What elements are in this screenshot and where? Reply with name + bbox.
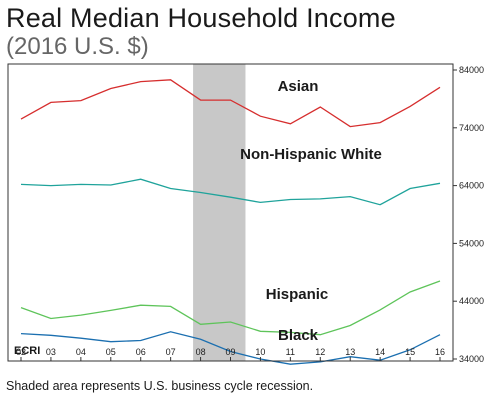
y-tick-label: 84000 <box>459 65 484 75</box>
series-line-hispanic <box>20 280 441 336</box>
chart-subtitle: (2016 U.S. $) <box>6 33 149 60</box>
y-tick-label: 74000 <box>459 123 484 133</box>
x-tick-label: 11 <box>286 347 295 357</box>
recession-shading <box>193 64 246 361</box>
y-tick-label: 44000 <box>459 296 484 306</box>
series-label-asian: Asian <box>278 78 319 95</box>
x-tick-label: 09 <box>225 347 235 357</box>
x-tick-label: 14 <box>375 347 385 357</box>
x-tick-label: 16 <box>435 347 445 357</box>
series-line-non-hispanic-white <box>20 178 441 206</box>
y-tick-label: 34000 <box>459 354 484 364</box>
x-tick-label: 03 <box>46 347 56 357</box>
x-tick-label: 07 <box>166 347 176 357</box>
x-tick-label: 04 <box>76 347 86 357</box>
x-tick-label: 15 <box>405 347 415 357</box>
y-tick-label: 64000 <box>459 181 484 191</box>
chart-footnote: Shaded area represents U.S. business cyc… <box>6 379 314 393</box>
x-tick-label: 05 <box>106 347 116 357</box>
x-tick-label: 12 <box>315 347 325 357</box>
x-tick-label: 02 <box>16 347 26 357</box>
chart-title: Real Median Household Income <box>6 3 396 33</box>
y-tick-label: 54000 <box>459 238 484 248</box>
x-tick-label: 06 <box>136 347 146 357</box>
series-label-non-hispanic-white: Non-Hispanic White <box>240 146 382 163</box>
series-label-black: Black <box>278 327 319 344</box>
series-label-hispanic: Hispanic <box>266 286 329 303</box>
x-tick-label: 10 <box>255 347 265 357</box>
x-tick-label: 08 <box>196 347 206 357</box>
series-line-asian <box>20 79 441 128</box>
ecri-logo: ECRI <box>14 345 40 357</box>
series-line-black <box>20 331 441 365</box>
x-tick-label: 13 <box>345 347 355 357</box>
